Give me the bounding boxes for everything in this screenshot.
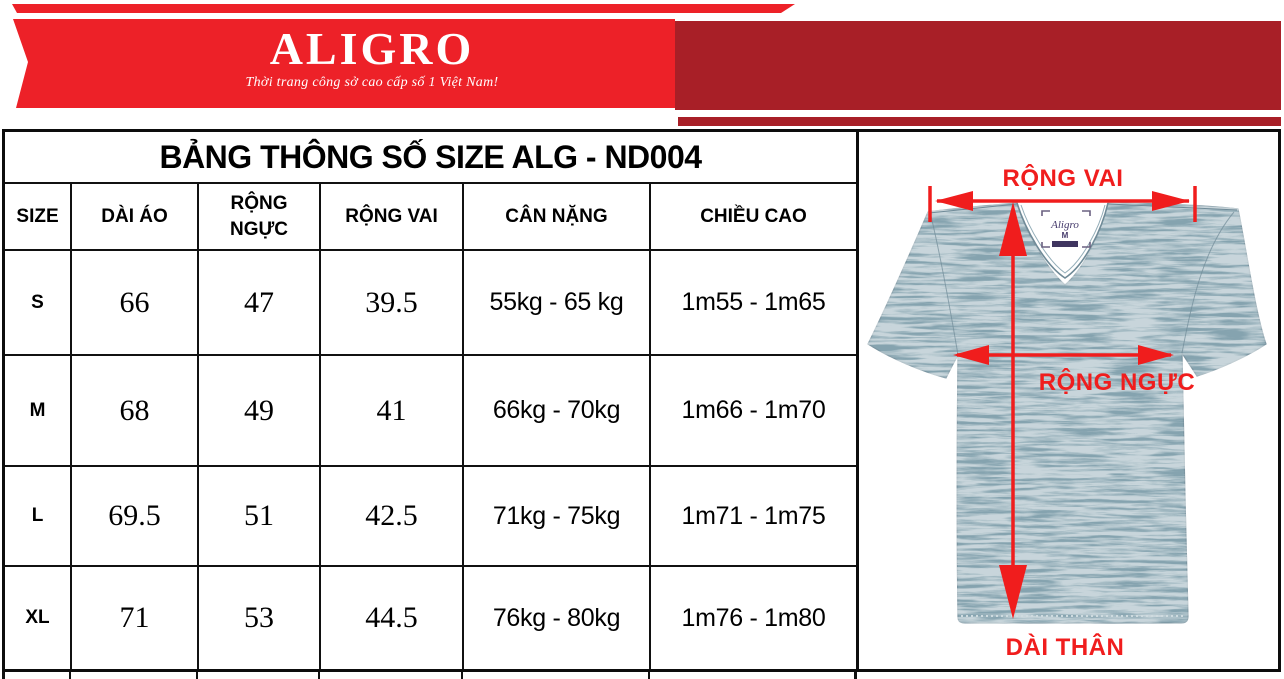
shoulder-arrowhead-left (935, 191, 973, 211)
shoulder-width-label: RỘNG VAI (1003, 164, 1124, 192)
banner-dark-stripe (678, 117, 1281, 126)
tshirt-graphic: Aligro M (867, 202, 1267, 624)
column-header-chieu-cao: CHIỀU CAO (651, 184, 856, 251)
column-header-size: SIZE (5, 184, 72, 251)
chest-arrowhead-left (953, 345, 989, 365)
neck-label-bar (1052, 241, 1078, 247)
brand-banner: ALIGRO Thời trang công sở cao cấp số 1 V… (0, 0, 1284, 127)
brand-logo-text: ALIGRO (269, 23, 475, 74)
rong-vai-s: 39.5 (321, 251, 464, 356)
shoulder-seam-right (1107, 203, 1238, 211)
banner-top-stripe (8, 4, 795, 13)
rong-nguc-xl: 53 (199, 567, 321, 669)
tshirt-diagram: Aligro M (867, 164, 1267, 661)
neck-label: Aligro M (1041, 210, 1091, 248)
measurement-annotations (928, 186, 1197, 619)
banner-dark-block (675, 21, 1281, 110)
size-cell-l: L (5, 467, 72, 567)
rong-vai-xl: 44.5 (321, 567, 464, 669)
length-arrowhead-bottom (999, 565, 1027, 619)
column-header-rong-vai: RỘNG VAI (321, 184, 464, 251)
dai-ao-xl: 71 (72, 567, 199, 669)
shoulder-arrowhead-right (1152, 191, 1190, 211)
banner-ribbon (13, 19, 675, 108)
chest-arrowhead-right (1138, 345, 1174, 365)
size-table: BẢNG THÔNG SỐ SIZE ALG - ND004 SIZE DÀI … (5, 132, 859, 669)
size-table-title: BẢNG THÔNG SỐ SIZE ALG - ND004 (5, 132, 856, 184)
neck-label-size: M (1062, 231, 1069, 240)
brand-tagline: Thời trang công sở cao cấp số 1 Việt Nam… (245, 75, 499, 90)
size-cell-m: M (5, 356, 72, 467)
column-header-rong-nguc: RỘNG NGỰC (199, 184, 321, 251)
body-length-label: DÀI THÂN (1006, 633, 1125, 661)
dai-ao-s: 66 (72, 251, 199, 356)
size-cell-s: S (5, 251, 72, 356)
neck-label-brackets (1041, 210, 1091, 248)
collar-inner-seam (1020, 204, 1106, 274)
can-nang-m: 66kg - 70kg (464, 356, 651, 467)
chest-width-label: RỘNG NGỰC (1039, 368, 1195, 396)
rong-nguc-s: 47 (199, 251, 321, 356)
length-arrowhead-top (999, 202, 1027, 256)
cutoff-table-row (2, 672, 859, 679)
sleeve-seam-left (930, 215, 959, 356)
rong-vai-m: 41 (321, 356, 464, 467)
rong-nguc-l: 51 (199, 467, 321, 567)
chieu-cao-s: 1m55 - 1m65 (651, 251, 856, 356)
brand-lockup: ALIGRO Thời trang công sở cao cấp số 1 V… (172, 26, 572, 91)
column-header-dai-ao: DÀI ÁO (72, 184, 199, 251)
chieu-cao-m: 1m66 - 1m70 (651, 356, 856, 467)
rong-vai-l: 42.5 (321, 467, 464, 567)
dai-ao-m: 68 (72, 356, 199, 467)
can-nang-xl: 76kg - 80kg (464, 567, 651, 669)
chieu-cao-l: 1m71 - 1m75 (651, 467, 856, 567)
content-box: BẢNG THÔNG SỐ SIZE ALG - ND004 SIZE DÀI … (2, 129, 1281, 672)
column-header-can-nang: CÂN NẶNG (464, 184, 651, 251)
chieu-cao-xl: 1m76 - 1m80 (681, 603, 826, 632)
sleeve-seam-right (1181, 211, 1235, 354)
rong-nguc-m: 49 (199, 356, 321, 467)
tshirt-diagram-panel: Aligro M (859, 132, 1278, 669)
can-nang-s: 55kg - 65 kg (464, 251, 651, 356)
neck-label-brand: Aligro (1050, 219, 1079, 231)
size-cell-xl: XL (5, 567, 72, 669)
dai-ao-l: 69.5 (72, 467, 199, 567)
can-nang-l: 71kg - 75kg (464, 467, 651, 567)
collar-seam (1016, 202, 1109, 279)
